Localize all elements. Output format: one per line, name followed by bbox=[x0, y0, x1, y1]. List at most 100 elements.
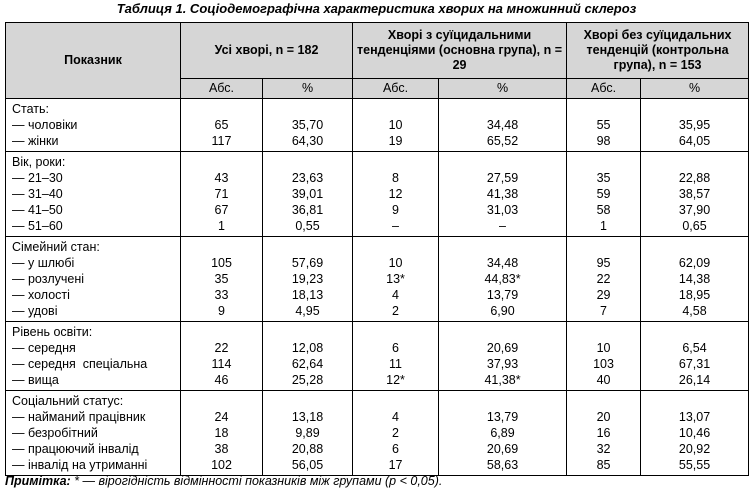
cell-value: 1 bbox=[600, 219, 607, 233]
cell-value: 13* bbox=[386, 272, 405, 286]
cell-value: 62,64 bbox=[291, 357, 324, 371]
cell-value: 102 bbox=[211, 458, 232, 472]
spacer-line bbox=[641, 239, 748, 255]
section-label: Вік, роки: bbox=[12, 155, 66, 169]
note-text: * — вірогідність відмінності показників … bbox=[70, 474, 443, 488]
cell-value: 37,90 bbox=[678, 203, 711, 217]
spacer-line bbox=[353, 324, 438, 340]
cell-value: 44,83* bbox=[484, 272, 521, 286]
spacer-line bbox=[181, 324, 262, 340]
spacer-line bbox=[567, 154, 640, 170]
subheader-cell: % bbox=[640, 78, 750, 99]
value-cell: 55 98 bbox=[566, 98, 642, 152]
value-cell: 22,88 38,57 37,90 0,65 bbox=[640, 151, 750, 237]
cell-value: 2 bbox=[392, 426, 399, 440]
cell-value: 2 bbox=[392, 304, 399, 318]
header-cell: Показник bbox=[5, 22, 181, 99]
spacer-line bbox=[263, 154, 352, 170]
spacer-line bbox=[567, 101, 640, 117]
section-label: Стать: bbox=[12, 102, 49, 116]
cell-value: 10,46 bbox=[678, 426, 711, 440]
section-row: Соціальний статус: — найманий працівник — … bbox=[5, 390, 750, 476]
cell-value: 8 bbox=[392, 171, 399, 185]
spacer-line bbox=[353, 154, 438, 170]
cell-value: 64,30 bbox=[291, 134, 324, 148]
cell-value: 12 bbox=[388, 187, 403, 201]
label-cell: Сімейний стан: — у шлюбі — розлучені — холо… bbox=[5, 236, 181, 322]
row-label: — вища bbox=[12, 373, 59, 387]
value-cell: 62,09 14,38 18,95 4,58 bbox=[640, 236, 750, 322]
spacer-line bbox=[353, 393, 438, 409]
cell-value: 6,90 bbox=[490, 304, 515, 318]
cell-value: 58 bbox=[596, 203, 611, 217]
value-cell: 34,48 44,83* 13,79 6,90 bbox=[438, 236, 568, 322]
value-cell: 6 11 12* bbox=[352, 321, 440, 391]
cell-value: 98 bbox=[596, 134, 611, 148]
cell-value: 18,13 bbox=[291, 288, 324, 302]
spacer-line bbox=[641, 324, 748, 340]
cell-value: 59 bbox=[596, 187, 611, 201]
cell-value: 55,55 bbox=[678, 458, 711, 472]
spacer-line bbox=[181, 239, 262, 255]
table-body: Стать: — чоловіки — жінки 65 117 35,70 64,30 10… bbox=[5, 98, 750, 476]
row-label: — чоловіки bbox=[12, 118, 78, 132]
cell-value: 34,48 bbox=[486, 118, 519, 132]
cell-value: 33 bbox=[214, 288, 229, 302]
cell-value: 57,69 bbox=[291, 256, 324, 270]
cell-value: 10 bbox=[388, 118, 403, 132]
cell-value: 65 bbox=[214, 118, 229, 132]
cell-value: 17 bbox=[388, 458, 403, 472]
cell-value: 16 bbox=[596, 426, 611, 440]
cell-value: 35,70 bbox=[291, 118, 324, 132]
cell-value: 24 bbox=[214, 410, 229, 424]
value-cell: 20 16 32 85 bbox=[566, 390, 642, 476]
cell-value: 6 bbox=[392, 341, 399, 355]
value-cell: 10 103 40 bbox=[566, 321, 642, 391]
cell-value: 0,65 bbox=[682, 219, 707, 233]
cell-value: 117 bbox=[211, 134, 232, 148]
cell-value: 67 bbox=[214, 203, 229, 217]
cell-value: 95 bbox=[596, 256, 611, 270]
cell-value: 13,07 bbox=[678, 410, 711, 424]
spacer-line bbox=[263, 324, 352, 340]
cell-value: 71 bbox=[214, 187, 229, 201]
cell-value: 9 bbox=[218, 304, 225, 318]
cell-value: 10 bbox=[596, 341, 611, 355]
cell-value: 7 bbox=[600, 304, 607, 318]
cell-value: 25,28 bbox=[291, 373, 324, 387]
cell-value: 10 bbox=[388, 256, 403, 270]
note-label: Примітка: bbox=[5, 474, 71, 488]
subheader-cell: Абс. bbox=[352, 78, 440, 99]
cell-value: – bbox=[392, 219, 399, 233]
section-label: Соціальний статус: bbox=[12, 394, 124, 408]
value-cell: 95 22 29 7 bbox=[566, 236, 642, 322]
spacer-line bbox=[263, 101, 352, 117]
cell-value: 23,63 bbox=[291, 171, 324, 185]
cell-value: 65,52 bbox=[486, 134, 519, 148]
cell-value: 31,03 bbox=[486, 203, 519, 217]
cell-value: 27,59 bbox=[486, 171, 519, 185]
header-cell: Хворі з суїцидальними тенденціями (основ… bbox=[352, 22, 568, 79]
spacer-line bbox=[353, 101, 438, 117]
row-label: — у шлюбі bbox=[12, 256, 75, 270]
value-cell: 10 13* 4 2 bbox=[352, 236, 440, 322]
cell-value: 35,95 bbox=[678, 118, 711, 132]
cell-value: 36,81 bbox=[291, 203, 324, 217]
value-cell: 57,69 19,23 18,13 4,95 bbox=[261, 236, 354, 322]
cell-value: 22,88 bbox=[678, 171, 711, 185]
spacer-line bbox=[439, 393, 566, 409]
spacer-line bbox=[439, 324, 566, 340]
cell-value: 1 bbox=[218, 219, 225, 233]
section-row: Сімейний стан: — у шлюбі — розлучені — холо… bbox=[5, 236, 750, 322]
row-label: — середня bbox=[12, 341, 76, 355]
value-cell: 43 71 67 1 bbox=[180, 151, 263, 237]
value-cell: 27,59 41,38 31,03 – bbox=[438, 151, 568, 237]
cell-value: 114 bbox=[211, 357, 232, 371]
row-label: — розлучені bbox=[12, 272, 85, 286]
cell-value: 13,79 bbox=[486, 410, 519, 424]
cell-value: 103 bbox=[593, 357, 614, 371]
note: Примітка: * — вірогідність відмінності п… bbox=[5, 474, 442, 488]
label-cell: Вік, роки: — 21–30 — 31–40 — 41–50 — 51–60 bbox=[5, 151, 181, 237]
value-cell: 65 117 bbox=[180, 98, 263, 152]
section-row: Стать: — чоловіки — жінки 65 117 35,70 64,30 10… bbox=[5, 98, 750, 152]
